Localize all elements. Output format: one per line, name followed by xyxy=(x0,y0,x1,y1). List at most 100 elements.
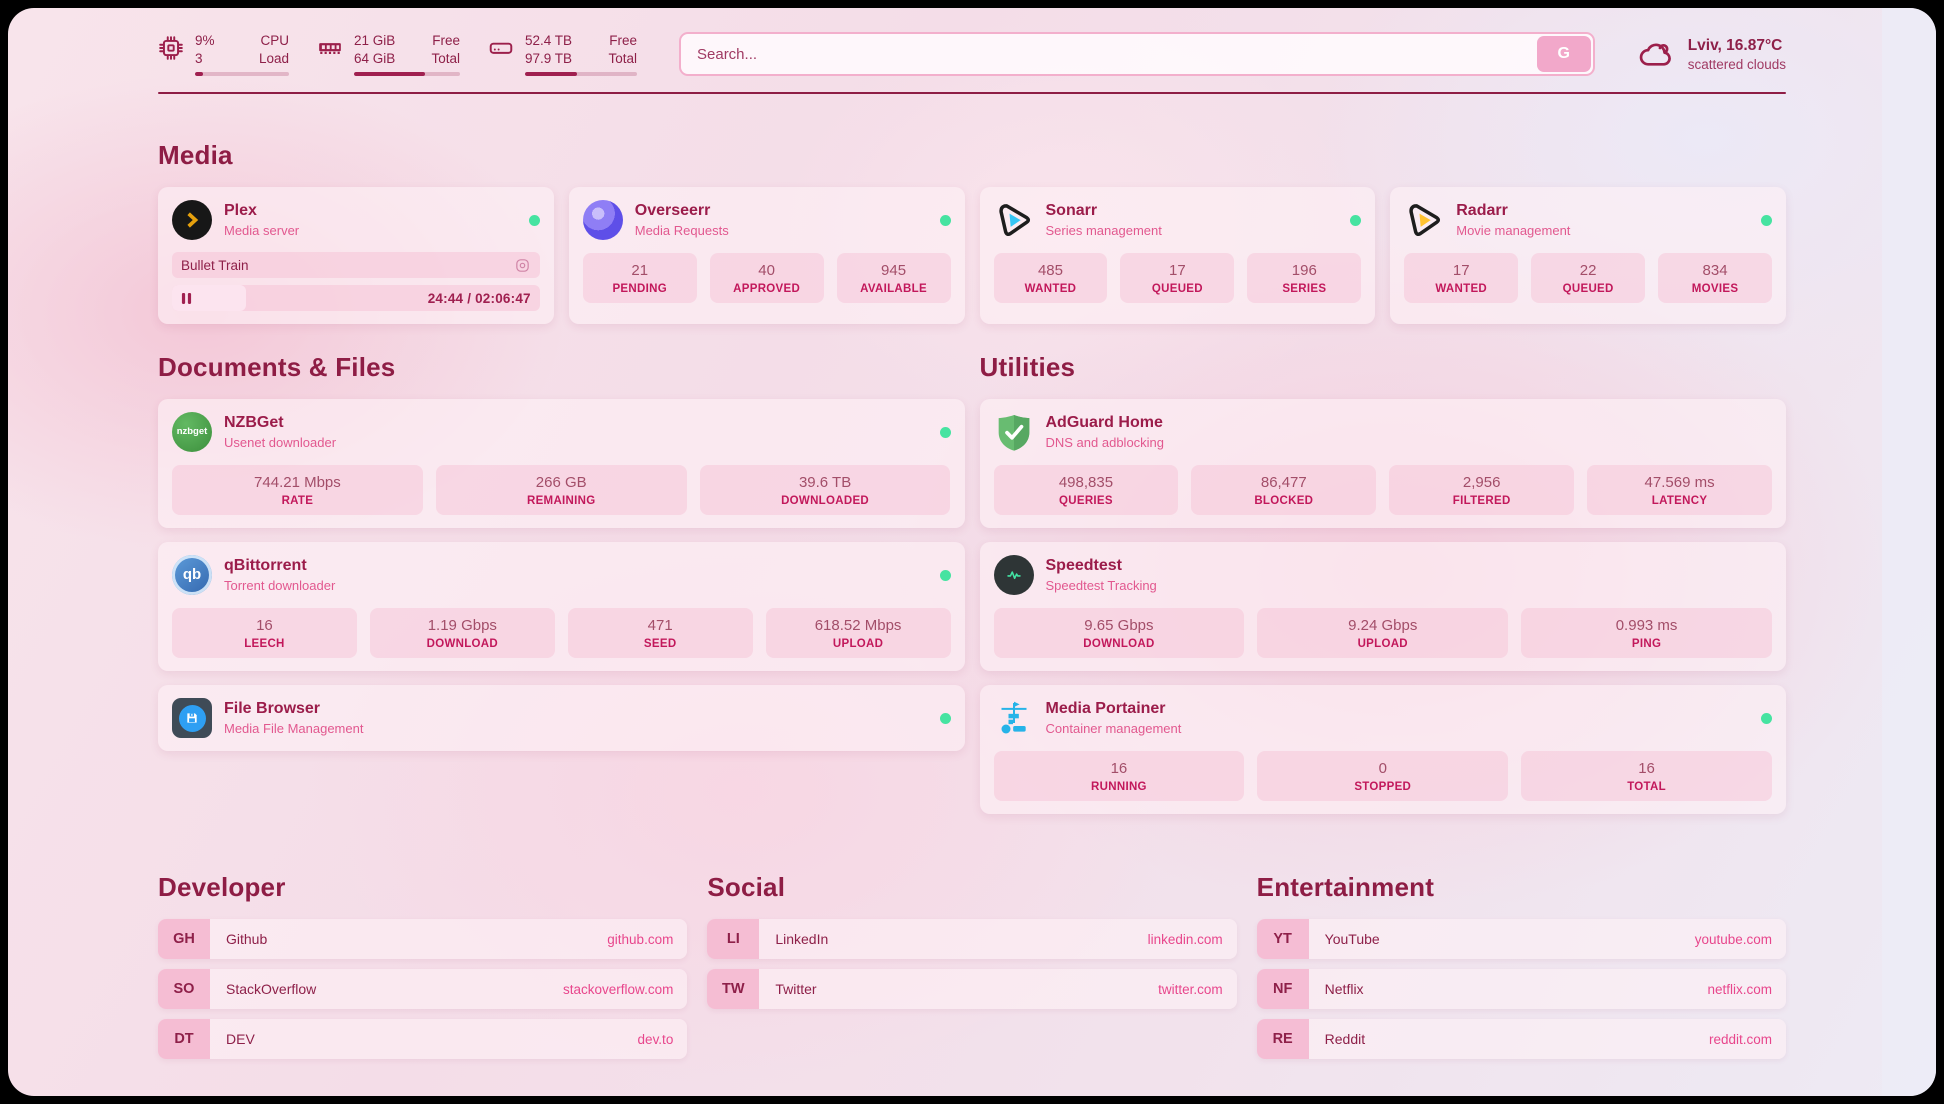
search-provider-button[interactable]: G xyxy=(1536,36,1591,73)
bookmark-dev[interactable]: DT DEV dev.to xyxy=(158,1019,688,1060)
service-card-radarr[interactable]: Radarr Movie management 17 WANTED 22 QUE… xyxy=(1390,187,1786,325)
stat-value: 17 xyxy=(1452,262,1470,280)
stat-label: DOWNLOAD xyxy=(1083,638,1155,651)
bookmark-youtube[interactable]: YT YouTube youtube.com xyxy=(1256,919,1786,960)
status-dot xyxy=(1761,712,1772,724)
nzbget-icon: nzbget xyxy=(172,412,212,453)
section-heading-social: Social xyxy=(707,872,786,903)
bookmark-name: Github xyxy=(226,931,268,948)
service-card-nzbget[interactable]: nzbget NZBGet Usenet downloader 744.21 M… xyxy=(158,399,965,529)
stat-label: LATENCY xyxy=(1651,495,1708,508)
bookmark-stackoverflow[interactable]: SO StackOverflow stackoverflow.com xyxy=(158,969,688,1010)
bookmark-url: reddit.com xyxy=(1708,1031,1772,1047)
service-card-sonarr[interactable]: Sonarr Series management 485 WANTED 17 Q… xyxy=(979,187,1376,325)
stat-label: WANTED xyxy=(1024,283,1077,296)
bookmark-group-entertainment: Entertainment YT YouTube youtube.com NF … xyxy=(1256,872,1786,1069)
bookmark-netflix[interactable]: NF Netflix netflix.com xyxy=(1256,969,1786,1010)
service-name: File Browser xyxy=(224,699,321,717)
sonarr-icon xyxy=(994,200,1034,240)
now-playing-title: Bullet Train xyxy=(181,257,249,273)
service-card-filebrowser[interactable]: File Browser Media File Management xyxy=(158,685,965,752)
stat-label: LEECH xyxy=(244,638,285,651)
bookmark-reddit[interactable]: RE Reddit reddit.com xyxy=(1256,1019,1786,1060)
cloud-icon xyxy=(1637,35,1675,73)
stat-wanted: 485 WANTED xyxy=(993,253,1108,304)
stat-value: 485 xyxy=(1037,262,1063,280)
service-card-qbittorrent[interactable]: qb qBittorrent Torrent downloader 16 LEE… xyxy=(158,542,965,672)
radarr-icon xyxy=(1404,200,1444,240)
memory-free-value: 21 GiB xyxy=(354,33,396,48)
stat-value: 0.993 ms xyxy=(1615,617,1678,635)
status-dot xyxy=(939,569,951,581)
stat-label: AVAILABLE xyxy=(860,283,927,296)
service-desc: Usenet downloader xyxy=(224,435,337,451)
bookmark-twitter[interactable]: TW Twitter twitter.com xyxy=(707,969,1237,1010)
stat-value: 39.6 TB xyxy=(798,474,852,492)
service-desc: Media File Management xyxy=(224,721,364,737)
stat-download: 9.65 Gbps DOWNLOAD xyxy=(993,608,1245,659)
service-card-portainer[interactable]: Media Portainer Container management 16 … xyxy=(979,685,1786,815)
weather-condition: scattered clouds xyxy=(1687,56,1786,72)
stat-label: REMAINING xyxy=(526,495,596,508)
stat-wanted: 17 WANTED xyxy=(1404,253,1519,304)
service-desc: DNS and adblocking xyxy=(1045,435,1165,451)
stat-value: 16 xyxy=(1638,760,1655,778)
dashboard-content: 9% CPU 3 Load xyxy=(8,8,1936,1096)
bookmark-url: stackoverflow.com xyxy=(563,981,674,997)
stat-value: 22 xyxy=(1579,262,1597,280)
service-name: NZBGet xyxy=(224,413,284,431)
scrollbar[interactable] xyxy=(1882,8,1936,1096)
bookmark-linkedin[interactable]: LI LinkedIn linkedin.com xyxy=(707,919,1237,960)
service-desc: Torrent downloader xyxy=(224,578,336,594)
bookmark-abbr: GH xyxy=(158,919,210,960)
stat-label: WANTED xyxy=(1435,283,1488,296)
disk-free-value: 52.4 TB xyxy=(525,33,573,48)
status-dot xyxy=(939,712,951,724)
cast-icon[interactable] xyxy=(514,257,531,274)
service-name: Plex xyxy=(224,201,257,219)
bookmark-group-developer: Developer GH Github github.com SO StackO… xyxy=(158,872,688,1069)
stat-label: UPLOAD xyxy=(832,638,884,651)
service-name: Media Portainer xyxy=(1045,699,1166,717)
section-utilities: Utilities AdGuard Home DNS and xyxy=(979,352,1786,815)
service-name: AdGuard Home xyxy=(1045,413,1163,431)
stat-upload: 9.24 Gbps UPLOAD xyxy=(1257,608,1509,659)
stat-label: TOTAL xyxy=(1627,781,1666,794)
stat-label: QUEUED xyxy=(1151,283,1203,296)
service-desc: Speedtest Tracking xyxy=(1045,578,1157,594)
memory-widget: 21 GiB Free 64 GiB Total xyxy=(317,32,460,77)
overseerr-icon xyxy=(582,200,623,241)
status-dot xyxy=(1350,214,1362,226)
stat-label: RATE xyxy=(281,495,314,508)
memory-free-label: Free xyxy=(432,33,460,48)
bookmark-github[interactable]: GH Github github.com xyxy=(158,919,688,960)
service-name: qBittorrent xyxy=(224,556,307,574)
bookmark-abbr: YT xyxy=(1256,919,1309,960)
adguard-icon xyxy=(994,412,1034,452)
stat-downloaded: 39.6 TB DOWNLOADED xyxy=(699,465,951,516)
stat-movies: 834 MOVIES xyxy=(1658,253,1773,304)
service-desc: Container management xyxy=(1045,721,1182,737)
memory-total-label: Total xyxy=(431,50,460,66)
stat-label: MOVIES xyxy=(1691,283,1739,296)
service-card-overseerr[interactable]: Overseerr Media Requests 21 PENDING 40 A… xyxy=(568,187,965,325)
stat-label: QUERIES xyxy=(1059,495,1113,508)
filebrowser-icon xyxy=(172,698,212,739)
bookmark-abbr: SO xyxy=(158,969,210,1010)
header-divider xyxy=(158,92,1786,95)
service-card-plex[interactable]: Plex Media server Bullet Train xyxy=(158,187,554,325)
search-input[interactable] xyxy=(679,32,1595,77)
pause-icon[interactable] xyxy=(181,292,192,305)
stat-label: BLOCKED xyxy=(1254,495,1314,508)
stat-ping: 0.993 ms PING xyxy=(1521,608,1772,659)
dashboard-background: 9% CPU 3 Load xyxy=(8,8,1936,1096)
weather-widget: Lviv, 16.87°C scattered clouds xyxy=(1637,35,1786,73)
status-dot xyxy=(939,214,951,226)
cpu-load-label: Load xyxy=(258,50,289,66)
service-card-adguard[interactable]: AdGuard Home DNS and adblocking 498,835 … xyxy=(979,399,1786,529)
stat-value: 945 xyxy=(881,262,907,280)
stat-blocked: 86,477 BLOCKED xyxy=(1191,465,1377,516)
service-card-speedtest[interactable]: Speedtest Speedtest Tracking 9.65 Gbps D… xyxy=(979,542,1786,672)
stat-available: 945 AVAILABLE xyxy=(836,253,951,304)
stat-seed: 471 SEED xyxy=(567,608,753,659)
